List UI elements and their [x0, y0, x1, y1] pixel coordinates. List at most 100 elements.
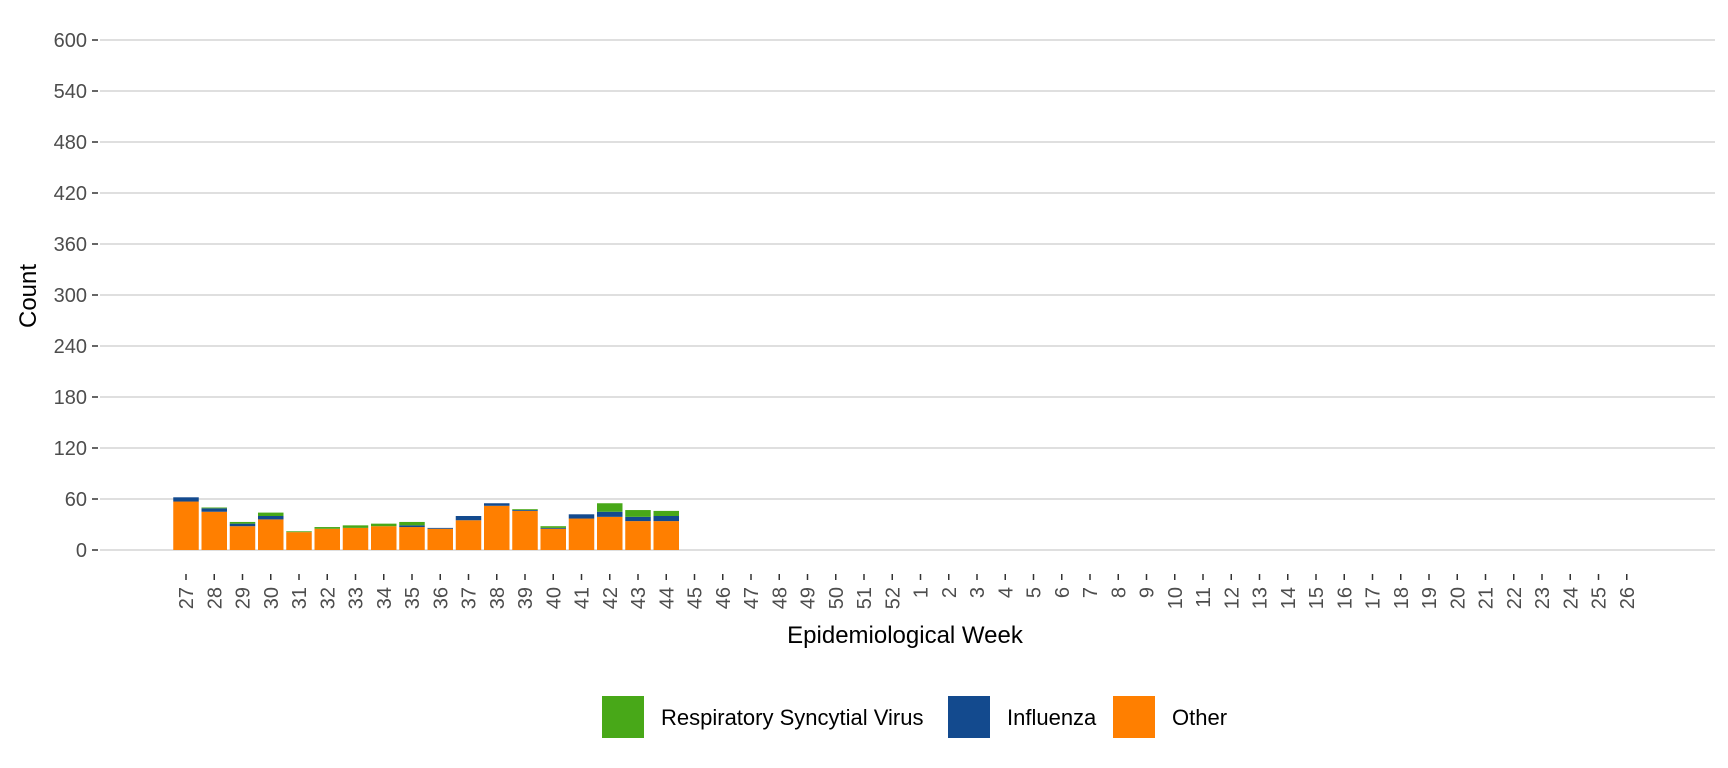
x-tick-label: 51: [854, 587, 876, 609]
x-tick-label: 46: [713, 587, 735, 609]
x-tick-label: 11: [1193, 587, 1215, 608]
bar-influenza: [229, 523, 256, 527]
x-tick-label: 17: [1363, 587, 1385, 609]
x-tick-label: 30: [261, 587, 283, 609]
x-axis: 27 28 29 30 31 32 33 34 35 36 37 38 39 40 41 42 43 44 45 46…: [176, 574, 1639, 609]
x-tick-label: 4: [995, 587, 1017, 598]
legend-label: Respiratory Syncytial Virus: [661, 705, 923, 730]
bar-influenza: [399, 525, 425, 528]
bar-respiratory-syncytial-virus: [399, 521, 425, 526]
bar-influenza: [568, 514, 595, 519]
y-tick-label: 300: [54, 285, 87, 307]
bar-other: [314, 528, 340, 550]
bars: [173, 497, 679, 550]
x-tick-label: 33: [346, 587, 368, 609]
bar-other: [455, 520, 482, 550]
x-tick-label: 27: [176, 587, 198, 609]
y-tick-label: 540: [54, 81, 87, 103]
bar-influenza: [540, 527, 566, 529]
bar-other: [568, 518, 595, 550]
x-tick-label: 12: [1221, 587, 1243, 609]
y-tick-label: 480: [54, 132, 87, 154]
x-tick-label: 37: [459, 587, 481, 609]
y-tick-label: 180: [54, 387, 87, 409]
bar-respiratory-syncytial-virus: [201, 507, 227, 509]
bar-influenza: [597, 511, 623, 517]
y-tick-label: 60: [65, 489, 87, 511]
x-tick-label: 18: [1391, 587, 1413, 609]
y-tick-label: 420: [54, 183, 87, 205]
x-axis-title: Epidemiological Week: [787, 622, 1024, 649]
bar-respiratory-syncytial-virus: [229, 521, 256, 524]
bar-influenza: [653, 516, 679, 522]
bar-other: [597, 516, 623, 550]
bar-respiratory-syncytial-virus: [625, 510, 651, 517]
bar-respiratory-syncytial-virus: [512, 509, 538, 511]
bar-influenza: [484, 503, 510, 506]
bar-other: [399, 527, 425, 550]
x-tick-label: 44: [656, 587, 678, 609]
x-tick-label: 7: [1080, 587, 1102, 598]
bar-other: [371, 526, 397, 550]
x-tick-label: 23: [1532, 587, 1554, 609]
x-tick-label: 25: [1589, 587, 1611, 609]
x-tick-label: 40: [543, 587, 565, 609]
x-tick-label: 39: [515, 587, 537, 609]
legend-swatch: [948, 696, 990, 738]
bar-influenza: [625, 516, 651, 522]
x-tick-label: 38: [487, 587, 509, 609]
y-tick-label: 240: [54, 336, 87, 358]
bar-respiratory-syncytial-virus: [258, 512, 284, 516]
y-tick-label: 0: [76, 540, 87, 562]
x-tick-label: 14: [1278, 587, 1300, 609]
x-tick-label: 22: [1504, 587, 1526, 609]
bar-respiratory-syncytial-virus: [597, 503, 623, 512]
y-tick-label: 120: [54, 438, 87, 460]
x-tick-label: 19: [1419, 587, 1441, 609]
legend: Respiratory Syncytial Virus Influenza Othe…: [602, 696, 1227, 738]
x-tick-label: 35: [402, 587, 424, 609]
x-tick-label: 31: [289, 587, 311, 609]
y-axis-title: Count: [15, 264, 42, 328]
bar-influenza: [258, 516, 284, 520]
bar-influenza: [455, 516, 482, 521]
bar-respiratory-syncytial-virus: [540, 526, 566, 528]
x-tick-label: 28: [204, 587, 226, 609]
bar-respiratory-syncytial-virus: [314, 527, 340, 529]
bar-respiratory-syncytial-virus: [371, 523, 397, 527]
bar-other: [427, 528, 453, 550]
x-tick-label: 50: [826, 587, 848, 609]
x-tick-label: 29: [233, 587, 255, 609]
x-tick-label: 2: [939, 587, 961, 598]
bar-influenza: [201, 508, 227, 512]
x-tick-label: 47: [741, 587, 763, 609]
x-tick-label: 52: [882, 587, 904, 609]
bar-other: [342, 527, 369, 550]
x-tick-label: 10: [1165, 587, 1187, 609]
bar-respiratory-syncytial-virus: [286, 531, 312, 533]
y-axis: 0 60 120 180 240 300 360 420 480 540 600: [54, 30, 98, 562]
x-tick-label: 24: [1560, 587, 1582, 609]
x-tick-label: 5: [1024, 587, 1046, 598]
bar-influenza: [427, 527, 453, 529]
bar-respiratory-syncytial-virus: [653, 510, 679, 516]
x-tick-label: 48: [769, 587, 791, 609]
x-tick-label: 6: [1052, 587, 1074, 598]
bar-other: [258, 519, 284, 550]
y-tick-label: 600: [54, 30, 87, 52]
bar-influenza: [512, 510, 538, 511]
bar-other: [201, 511, 227, 550]
bar-other: [653, 521, 679, 550]
x-tick-label: 1: [911, 587, 933, 598]
bar-other: [625, 521, 651, 550]
x-tick-label: 49: [798, 587, 820, 609]
x-tick-label: 13: [1250, 587, 1272, 609]
bar-other: [484, 505, 510, 550]
x-tick-label: 21: [1476, 587, 1498, 609]
x-tick-label: 45: [685, 587, 707, 609]
bar-respiratory-syncytial-virus: [342, 525, 369, 528]
bar-other: [173, 501, 199, 550]
x-tick-label: 43: [628, 587, 650, 609]
bar-other: [512, 510, 538, 550]
